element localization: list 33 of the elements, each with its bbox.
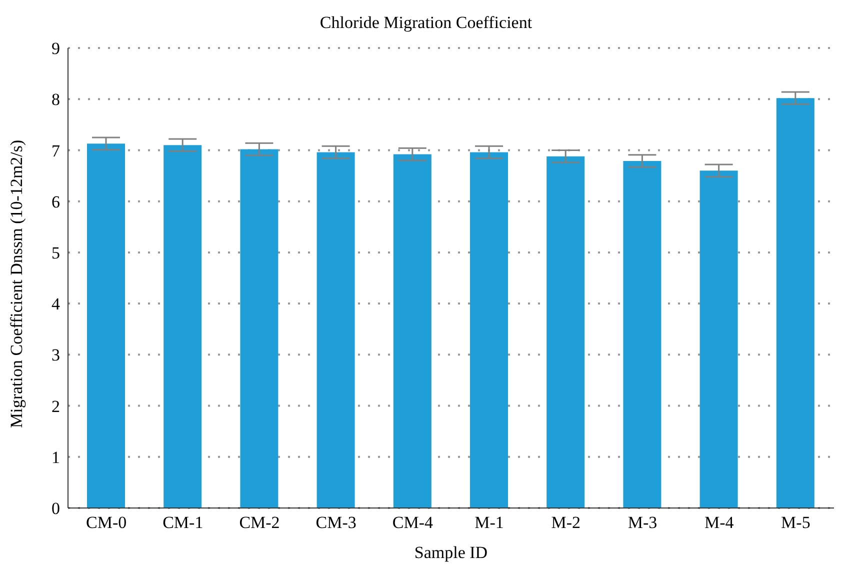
y-tick-label: 9 <box>52 39 60 58</box>
y-tick-label: 8 <box>52 90 60 110</box>
bar <box>393 154 432 508</box>
bar <box>546 156 585 508</box>
y-tick-label: 5 <box>52 243 60 262</box>
bar <box>623 160 662 508</box>
y-tick-label: 3 <box>52 346 60 365</box>
bar <box>316 152 355 508</box>
x-tick-label: CM-1 <box>162 513 204 532</box>
y-tick-label: 6 <box>52 192 60 212</box>
x-tick-label: CM-3 <box>316 513 356 532</box>
bar <box>470 152 508 508</box>
bar <box>164 145 202 508</box>
x-tick-label: CM-4 <box>392 513 434 532</box>
x-tick-label: M-3 <box>628 513 658 532</box>
x-tick-label: M-5 <box>781 513 810 532</box>
bar <box>776 98 814 508</box>
bar <box>240 149 278 508</box>
x-tick-label: CM-0 <box>86 513 127 532</box>
x-tick-label: CM-2 <box>239 513 280 532</box>
x-tick-label: M-1 <box>474 513 504 532</box>
x-axis-title: Sample ID <box>414 543 488 562</box>
y-tick-label: 2 <box>52 396 60 416</box>
bar <box>87 144 125 508</box>
bar <box>700 170 738 508</box>
x-tick-label: M-2 <box>551 513 581 532</box>
y-tick-label: 7 <box>52 141 60 160</box>
x-tick-label: M-4 <box>704 513 734 532</box>
y-tick-label: 4 <box>52 294 60 314</box>
y-axis-title: Migration Coefficient Dnssm (10-12m2/s) <box>7 140 26 428</box>
y-tick-label: 0 <box>52 499 60 518</box>
y-tick-label: 1 <box>52 448 60 467</box>
chart-title: Chloride Migration Coefficient <box>318 12 534 34</box>
